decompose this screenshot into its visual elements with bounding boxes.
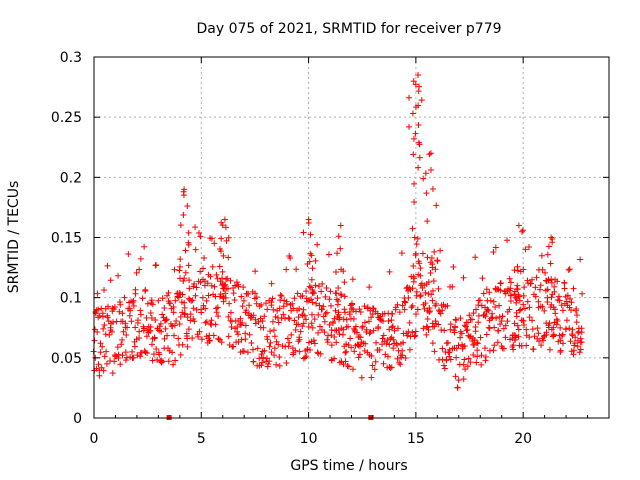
y-tick-label: 0.1 bbox=[60, 291, 82, 307]
x-axis-label: GPS time / hours bbox=[290, 458, 407, 474]
y-tick-label: 0.2 bbox=[60, 170, 82, 186]
srmtid-chart: 0 5 10 15 20 0 0.05 0.1 0.15 0.2 0.25 0.3 Day 075 o… bbox=[0, 0, 640, 480]
y-tick-label: 0.05 bbox=[51, 351, 82, 367]
y-axis-label: SRMTID / TECUs bbox=[6, 181, 22, 294]
x-tick-label: 20 bbox=[514, 431, 532, 447]
chart-title: Day 075 of 2021, SRMTID for receiver p77… bbox=[196, 21, 501, 37]
y-tick-label: 0 bbox=[73, 411, 82, 427]
chart-background bbox=[0, 0, 640, 480]
y-tick-label: 0.15 bbox=[51, 231, 82, 247]
y-tick-label: 0.3 bbox=[60, 50, 82, 66]
x-tick-label: 15 bbox=[407, 431, 425, 447]
x-tick-label: 0 bbox=[90, 431, 99, 447]
x-tick-label: 5 bbox=[197, 431, 206, 447]
y-tick-label: 0.25 bbox=[51, 110, 82, 126]
x-tick-label: 10 bbox=[300, 431, 318, 447]
